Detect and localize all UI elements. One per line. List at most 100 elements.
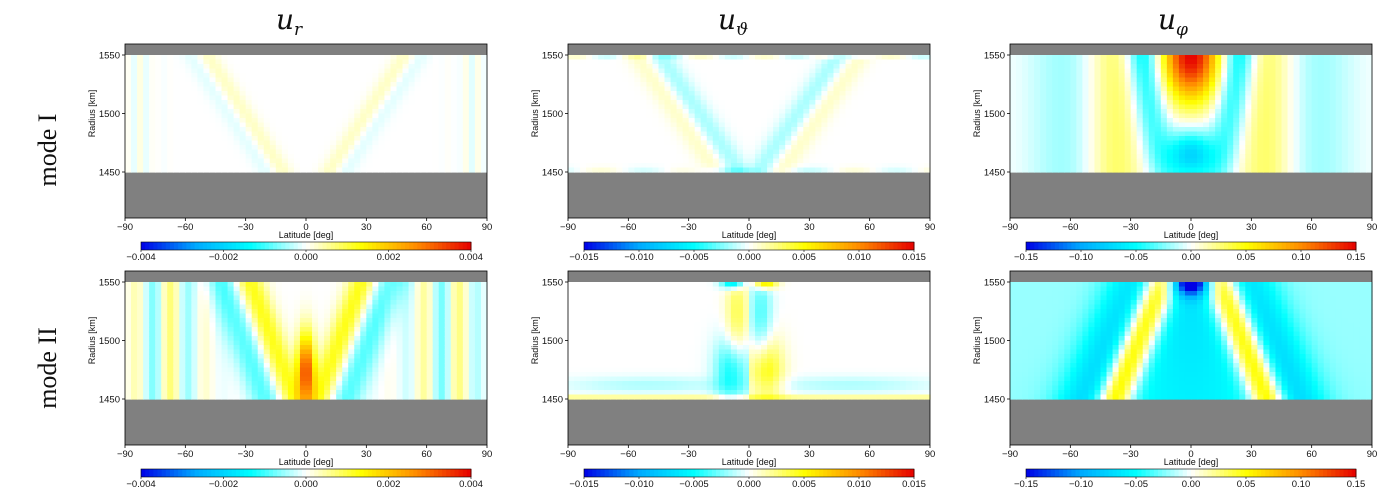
- heatmap-cell: [616, 64, 623, 70]
- heatmap-cell: [1064, 136, 1071, 142]
- heatmap-cell: [203, 104, 211, 110]
- heatmap-cell: [791, 145, 798, 151]
- heatmap-cell: [815, 100, 822, 106]
- heatmap-cell: [1094, 140, 1102, 146]
- heatmap-cell: [1317, 145, 1325, 151]
- heatmap-cell: [899, 95, 907, 101]
- heatmap-cell: [167, 73, 174, 79]
- heatmap-cell: [245, 154, 253, 160]
- heatmap-cell: [125, 91, 132, 97]
- heatmap-cell: [450, 158, 458, 164]
- heatmap-cell: [1365, 158, 1373, 164]
- heatmap-cell: [269, 64, 277, 70]
- heatmap-cell: [628, 68, 635, 74]
- heatmap-cell: [366, 73, 373, 79]
- heatmap-cell: [450, 86, 458, 92]
- heatmap-cell: [1154, 113, 1162, 119]
- heatmap-cell: [263, 149, 271, 155]
- heatmap-cell: [688, 77, 696, 83]
- heatmap-cell: [131, 167, 138, 173]
- heatmap-cell: [239, 59, 247, 65]
- heatmap-cell: [318, 127, 325, 133]
- colorbar-segment: [384, 242, 390, 250]
- heatmap-cell: [1010, 163, 1017, 169]
- heatmap-cell: [414, 64, 422, 70]
- heatmap-cell: [1209, 86, 1216, 92]
- heatmap-cell: [426, 104, 434, 110]
- heatmap-cell: [1040, 82, 1047, 88]
- heatmap-cell: [125, 82, 132, 88]
- heatmap-cell: [1100, 91, 1108, 97]
- heatmap-cell: [911, 136, 919, 142]
- heatmap-cell: [1034, 59, 1041, 65]
- heatmap-cell: [1076, 64, 1083, 70]
- heatmap-cell: [863, 145, 871, 151]
- heatmap-cell: [1064, 149, 1071, 155]
- heatmap-cell: [1124, 95, 1132, 101]
- colorbar-segment: [608, 242, 614, 250]
- heatmap-cell: [1082, 122, 1090, 128]
- heatmap-cell: [676, 104, 684, 110]
- heatmap-cell: [1203, 82, 1210, 88]
- heatmap-cell: [779, 163, 786, 169]
- heatmap-cell: [767, 59, 774, 65]
- heatmap-cell: [803, 91, 810, 97]
- heatmap-cell: [299, 140, 307, 146]
- heatmap-cell: [125, 64, 132, 70]
- heatmap-cell: [293, 122, 301, 128]
- heatmap-cell: [1082, 113, 1090, 119]
- colorbar-segment: [355, 242, 361, 250]
- heatmap-cell: [1359, 82, 1367, 88]
- heatmap-cell: [917, 154, 925, 160]
- heatmap-cell: [1341, 82, 1349, 88]
- heatmap-cell: [221, 95, 229, 101]
- heatmap-cell: [622, 77, 629, 83]
- heatmap-cell: [348, 95, 355, 101]
- heatmap-cell: [1197, 64, 1204, 70]
- heatmap-cell: [221, 122, 229, 128]
- heatmap-cell: [342, 59, 349, 65]
- heatmap-cell: [755, 158, 762, 164]
- heatmap-cell: [706, 95, 714, 101]
- heatmap-cell: [694, 136, 702, 142]
- heatmap-cell: [1275, 68, 1283, 74]
- heatmap-cell: [1275, 145, 1283, 151]
- heatmap-cell: [682, 55, 690, 61]
- heatmap-cell: [718, 136, 726, 142]
- heatmap-cell: [863, 59, 871, 65]
- heatmap-cell: [474, 131, 482, 137]
- heatmap-cell: [468, 86, 476, 92]
- heatmap-cell: [137, 100, 144, 106]
- heatmap-cell: [1136, 163, 1144, 169]
- heatmap-cell: [1335, 154, 1343, 160]
- heatmap-cell: [1076, 104, 1083, 110]
- heatmap-cell: [586, 73, 593, 79]
- heatmap-cell: [1335, 122, 1343, 128]
- heatmap-cell: [209, 82, 217, 88]
- heatmap-cell: [1215, 64, 1222, 70]
- heatmap-cell: [586, 68, 593, 74]
- heatmap-cell: [803, 86, 810, 92]
- heatmap-cell: [1172, 86, 1180, 92]
- heatmap-cell: [137, 82, 144, 88]
- heatmap-cell: [149, 145, 156, 151]
- heatmap-cell: [330, 59, 337, 65]
- heatmap-cell: [863, 77, 871, 83]
- heatmap-cell: [125, 158, 132, 164]
- heatmap-cell: [863, 91, 871, 97]
- heatmap-cell: [1148, 68, 1156, 74]
- heatmap-cell: [1172, 73, 1180, 79]
- heatmap-cell: [803, 127, 810, 133]
- heatmap-cell: [736, 158, 744, 164]
- colorbar-segment: [1059, 242, 1064, 250]
- heatmap-cell: [887, 122, 895, 128]
- heatmap-cell: [779, 122, 786, 128]
- heatmap-cell: [131, 122, 138, 128]
- heatmap-cell: [863, 158, 871, 164]
- heatmap-cell: [1130, 95, 1138, 101]
- heatmap-cell: [1136, 109, 1144, 115]
- heatmap-cell: [622, 95, 629, 101]
- heatmap-cell: [694, 140, 702, 146]
- heatmap-cell: [1016, 100, 1023, 106]
- heatmap-cell: [209, 158, 217, 164]
